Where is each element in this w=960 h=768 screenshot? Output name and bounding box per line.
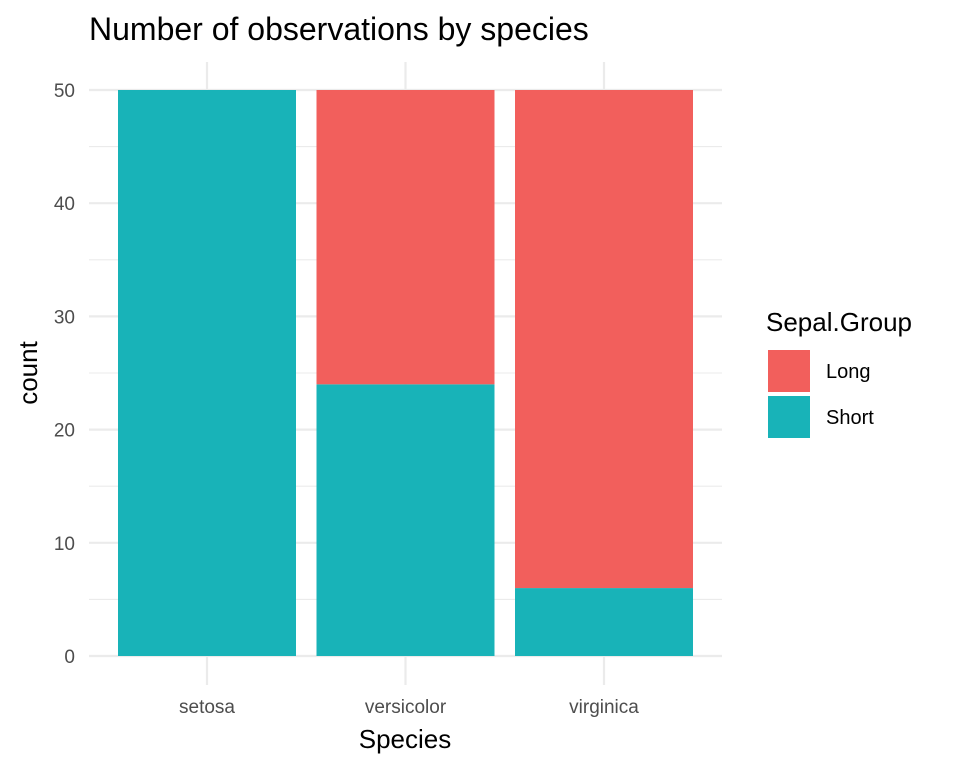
y-axis-ticks: 0 10 20 30 40 50 <box>54 81 75 668</box>
x-tick-label: versicolor <box>365 697 447 718</box>
legend-key-long <box>768 350 810 392</box>
x-tick-label: virginica <box>569 697 639 718</box>
y-tick-label: 30 <box>54 307 75 328</box>
legend-label-long: Long <box>826 361 871 383</box>
x-axis-title: Species <box>359 724 452 754</box>
y-tick-label: 20 <box>54 421 75 442</box>
bar-setosa-short <box>118 90 296 656</box>
chart-title: Number of observations by species <box>89 11 589 47</box>
y-tick-label: 40 <box>54 194 75 215</box>
legend-key-short <box>768 396 810 438</box>
bar-versicolor-long <box>316 90 495 385</box>
legend-label-short: Short <box>826 407 874 429</box>
y-tick-label: 50 <box>54 81 75 102</box>
bar-versicolor-short <box>316 384 495 656</box>
y-tick-label: 0 <box>64 647 75 668</box>
legend-title: Sepal.Group <box>766 307 912 337</box>
bar-virginica-long <box>515 90 693 589</box>
x-tick-label: setosa <box>179 697 235 718</box>
y-axis-title: count <box>13 340 43 404</box>
y-tick-label: 10 <box>54 534 75 555</box>
bars <box>118 90 693 656</box>
x-axis-ticks: setosa versicolor virginica <box>179 697 639 718</box>
legend: Sepal.Group Long Short <box>766 307 912 438</box>
bar-virginica-short <box>515 588 693 656</box>
